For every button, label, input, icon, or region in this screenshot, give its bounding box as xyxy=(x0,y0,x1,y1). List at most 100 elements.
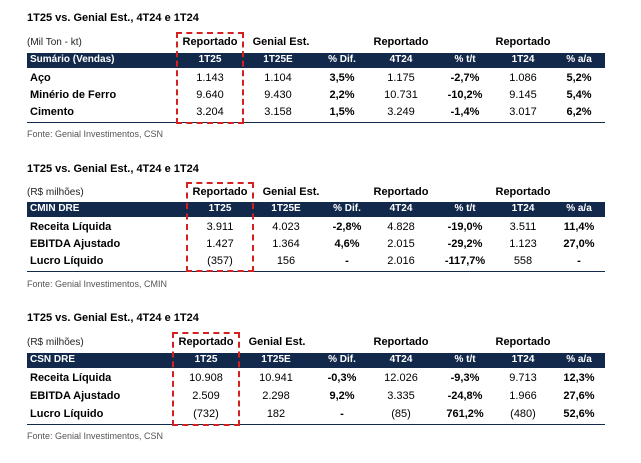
row-label: EBITDA Ajustado xyxy=(30,390,121,402)
group-header-reportado-4t24: Reportado xyxy=(373,36,429,48)
row-label: Receita Líquida xyxy=(30,221,112,233)
col-dif: % Dif. xyxy=(333,203,361,214)
group-header-reportado-1t24: Reportado xyxy=(495,336,551,348)
cell: 12,3% xyxy=(563,372,595,384)
cell: - xyxy=(577,255,581,267)
cell: 3.511 xyxy=(509,221,537,233)
units-label: (R$ milhões) xyxy=(27,337,84,348)
highlight-box-reportado xyxy=(176,32,244,124)
row-label: Aço xyxy=(30,72,51,84)
cell: 10.908 xyxy=(189,372,223,384)
group-header-reportado-1t24: Reportado xyxy=(495,186,551,198)
cell: 3.017 xyxy=(509,106,537,118)
cell: 4.828 xyxy=(387,221,415,233)
cell: 1.123 xyxy=(509,238,537,250)
col-dif: % Dif. xyxy=(328,54,356,65)
col-tt: % t/t xyxy=(454,54,476,65)
cell: 2.015 xyxy=(387,238,415,250)
cell: 9.640 xyxy=(196,89,224,101)
table-block-3: 1T25 vs. Genial Est., 4T24 e 1T24 (R$ mi… xyxy=(27,312,605,452)
cell: 4.023 xyxy=(272,221,300,233)
col-aa: % a/a xyxy=(566,203,592,214)
col-1t25e: 1T25E xyxy=(263,54,293,65)
cell: 761,2% xyxy=(446,408,484,420)
cell: 9.430 xyxy=(264,89,292,101)
group-header-reportado: Reportado xyxy=(178,336,234,348)
row-label: Receita Líquida xyxy=(30,372,112,384)
cell: 9,2% xyxy=(329,390,355,402)
group-header-reportado-4t24: Reportado xyxy=(373,336,429,348)
table-row: EBITDA Ajustado 1.427 1.364 4,6% 2.015 -… xyxy=(27,236,605,253)
source-note: Fonte: Genial Investimentos, CSN xyxy=(27,431,164,441)
col-4t24: 4T24 xyxy=(389,203,413,214)
group-header-reportado: Reportado xyxy=(182,36,238,48)
col-1t25: 1T25 xyxy=(198,54,222,65)
source-note: Fonte: Genial Investimentos, CMIN xyxy=(27,279,168,289)
row-label: Lucro Líquido xyxy=(30,255,104,267)
cell: 12.026 xyxy=(384,372,418,384)
cell: -10,2% xyxy=(447,89,483,101)
highlight-box-reportado xyxy=(186,182,254,272)
cell: 1.427 xyxy=(206,238,234,250)
cell: (85) xyxy=(391,408,411,420)
cell: 1.364 xyxy=(272,238,300,250)
table-bottom-rule xyxy=(27,122,605,123)
highlight-box-reportado xyxy=(172,332,240,426)
table-block-1: 1T25 vs. Genial Est., 4T24 e 1T24 (Mil T… xyxy=(27,12,605,147)
cell: 1.175 xyxy=(387,72,415,84)
group-header-reportado-1t24: Reportado xyxy=(495,36,551,48)
cell: 3.911 xyxy=(206,221,234,233)
cell: - xyxy=(345,255,349,267)
col-1t25e: 1T25E xyxy=(271,203,301,214)
cell: 1.104 xyxy=(264,72,292,84)
col-1t25e: 1T25E xyxy=(261,354,291,365)
col-4t24: 4T24 xyxy=(389,54,413,65)
units-label: (Mil Ton - kt) xyxy=(27,37,82,48)
cell: 3.158 xyxy=(264,106,292,118)
cell: 1.966 xyxy=(509,390,537,402)
table-block-2: 1T25 vs. Genial Est., 4T24 e 1T24 (R$ mi… xyxy=(27,163,605,298)
cell: -117,7% xyxy=(444,255,486,267)
label-header: Sumário (Vendas) xyxy=(30,54,115,65)
cell: -0,3% xyxy=(327,372,357,384)
row-label: EBITDA Ajustado xyxy=(30,238,121,250)
cell: 6,2% xyxy=(566,106,592,118)
group-header-genial: Genial Est. xyxy=(248,336,306,348)
cell: 156 xyxy=(276,255,296,267)
cell: - xyxy=(340,408,344,420)
group-header-reportado-4t24: Reportado xyxy=(373,186,429,198)
cell: (480) xyxy=(510,408,536,420)
table-row: Receita Líquida 10.908 10.941 -0,3% 12.0… xyxy=(27,370,605,387)
cell: 27,6% xyxy=(563,390,595,402)
cell: 2,2% xyxy=(329,89,355,101)
cell: 11,4% xyxy=(563,221,595,233)
col-1t24: 1T24 xyxy=(511,203,535,214)
cell: 1,5% xyxy=(329,106,355,118)
col-1t25: 1T25 xyxy=(208,203,232,214)
cell: (357) xyxy=(207,255,233,267)
col-1t24: 1T24 xyxy=(511,354,535,365)
table-row: Aço 1.143 1.104 3,5% 1.175 -2,7% 1.086 5… xyxy=(27,70,605,87)
cell: 52,6% xyxy=(563,408,595,420)
table-header-row: Sumário (Vendas) 1T25 1T25E % Dif. 4T24 … xyxy=(27,53,605,68)
row-label: Cimento xyxy=(30,106,74,118)
cell: 3.335 xyxy=(387,390,415,402)
cell: 9.145 xyxy=(509,89,537,101)
label-header: CSN DRE xyxy=(30,354,76,365)
table-row: Lucro Líquido (732) 182 - (85) 761,2% (4… xyxy=(27,406,605,423)
table-row: Receita Líquida 3.911 4.023 -2,8% 4.828 … xyxy=(27,219,605,236)
table-row: Minério de Ferro 9.640 9.430 2,2% 10.731… xyxy=(27,87,605,104)
label-header: CMIN DRE xyxy=(30,203,80,214)
cell: 1.143 xyxy=(196,72,224,84)
table-title: 1T25 vs. Genial Est., 4T24 e 1T24 xyxy=(27,163,199,175)
cell: 2.509 xyxy=(192,390,220,402)
cell: 10.731 xyxy=(384,89,418,101)
cell: -9,3% xyxy=(450,372,480,384)
cell: 27,0% xyxy=(563,238,595,250)
cell: -2,8% xyxy=(332,221,362,233)
cell: -24,8% xyxy=(447,390,483,402)
cell: -29,2% xyxy=(447,238,483,250)
row-label: Minério de Ferro xyxy=(30,89,117,101)
cell: 5,2% xyxy=(566,72,592,84)
cell: -2,7% xyxy=(450,72,480,84)
